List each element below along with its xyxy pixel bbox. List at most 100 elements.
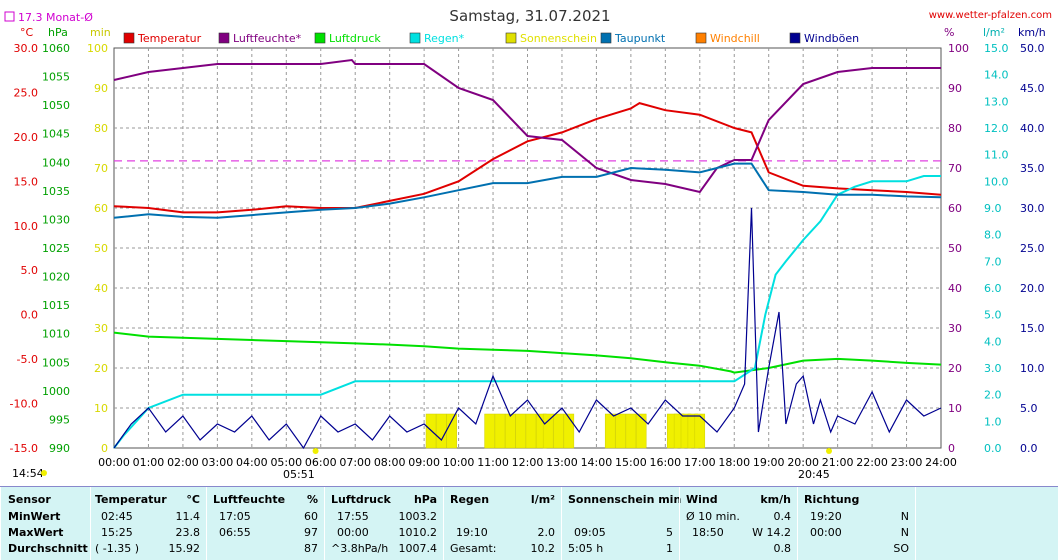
min-tick-label: 30 xyxy=(94,322,108,335)
temp-tick-label: -15.0 xyxy=(10,442,38,455)
row-label-max: MaxWert xyxy=(8,526,64,539)
series-line-regen xyxy=(113,175,941,449)
header-humidity: Luftfeuchte xyxy=(213,493,286,506)
wind-min-value: 0.4 xyxy=(773,510,792,523)
sunshine-bar xyxy=(615,413,626,449)
header-wind-unit: km/h xyxy=(760,493,791,506)
pct-tick-label: 70 xyxy=(948,162,962,175)
press-avg-trend: ^3.8hPa/h xyxy=(331,542,389,555)
series-layer xyxy=(113,58,942,450)
rain-tick-label: 15.0 xyxy=(984,42,1009,55)
temp-avg-delta: ( -1.35 ) xyxy=(95,542,140,555)
rain-tick-label: 7.0 xyxy=(984,255,1002,268)
legend-swatch xyxy=(789,32,801,44)
x-tick-label: 07:00 xyxy=(339,456,371,469)
monthly-avg-icon xyxy=(4,11,15,22)
statistics-table: Sensor MinWert MaxWert Durchschnitt Temp… xyxy=(0,486,1058,560)
rain-total-label: Gesamt: xyxy=(450,542,497,555)
chart-title: Samstag, 31.07.2021 xyxy=(449,7,610,25)
unit-hpa: hPa xyxy=(48,26,68,39)
hpa-tick-label: 1040 xyxy=(42,156,70,169)
press-max-time: 00:00 xyxy=(337,526,369,539)
legend-label: Luftfeuchte* xyxy=(233,32,302,45)
min-tick-label: 60 xyxy=(94,202,108,215)
min-tick-label: 100 xyxy=(87,42,108,55)
hpa-tick-label: 1045 xyxy=(42,128,70,141)
x-tick-label: 20:00 xyxy=(787,456,819,469)
x-tick-label: 22:00 xyxy=(856,456,888,469)
rain-tick-label: 1.0 xyxy=(984,415,1002,428)
temp-max-time: 15:25 xyxy=(101,526,133,539)
x-tick-label: 19:00 xyxy=(753,456,785,469)
legend-swatch xyxy=(218,32,230,44)
unit-percent: % xyxy=(944,26,954,39)
sun-total-hours: 5:05 h xyxy=(568,542,604,555)
col-direction: Richtung 19:20 N 00:00 N SO xyxy=(797,487,915,560)
rain-tick-label: 13.0 xyxy=(984,95,1009,108)
watermark: www.wetter-pfalzen.com xyxy=(929,10,1052,21)
dir-max-value: N xyxy=(900,526,909,539)
pct-tick-label: 40 xyxy=(948,282,962,295)
dir-min-time: 19:20 xyxy=(810,510,842,523)
rain-tick-label: 8.0 xyxy=(984,229,1002,242)
legend-label: Regen* xyxy=(424,32,465,45)
temp-tick-label: 5.0 xyxy=(21,264,39,277)
header-temperature: Temperatur xyxy=(95,493,167,506)
series-line-luftfeuchte xyxy=(113,58,941,194)
x-tick-label: 03:00 xyxy=(202,456,234,469)
col-empty xyxy=(915,487,1058,560)
temp-max-value: 23.8 xyxy=(175,526,201,539)
col-humidity: Luftfeuchte % 17:05 60 06:55 97 87 xyxy=(206,487,324,560)
series-line-temperatur xyxy=(113,102,942,214)
header-rain: Regen xyxy=(450,493,490,506)
monthly-avg-label: 17.3 Monat-Ø xyxy=(18,11,93,24)
rain-tick-label: 6.0 xyxy=(984,282,1002,295)
rain-tick-label: 4.0 xyxy=(984,335,1002,348)
sunshine-bar xyxy=(505,413,516,449)
x-tick-label: 12:00 xyxy=(512,456,544,469)
hum-min-time: 17:05 xyxy=(219,510,251,523)
rain-tick-label: 11.0 xyxy=(984,149,1009,162)
current-time-sun-icon xyxy=(41,470,47,476)
x-tick-label: 17:00 xyxy=(684,456,716,469)
kmh-tick-label: 45.0 xyxy=(1020,82,1045,95)
hpa-tick-label: 995 xyxy=(49,413,70,426)
header-rain-unit: l/m² xyxy=(530,493,555,506)
hpa-tick-label: 1005 xyxy=(42,356,70,369)
sunshine-bar xyxy=(553,413,564,449)
hpa-tick-label: 1020 xyxy=(42,271,70,284)
legend-swatch xyxy=(600,32,612,44)
kmh-tick-label: 10.0 xyxy=(1020,362,1045,375)
dir-max-time: 00:00 xyxy=(810,526,842,539)
header-sensor: Sensor xyxy=(8,493,51,506)
temp-tick-label: 10.0 xyxy=(14,220,39,233)
temp-avg-value: 15.92 xyxy=(168,542,201,555)
legend-label: Taupunkt xyxy=(614,32,666,45)
wind-avg-value: 0.8 xyxy=(773,542,792,555)
sun-max-value: 5 xyxy=(666,526,673,539)
sun-max-time: 09:05 xyxy=(574,526,606,539)
x-tick-label: 10:00 xyxy=(443,456,475,469)
hpa-tick-label: 990 xyxy=(49,442,70,455)
rain-tick-label: 10.0 xyxy=(984,175,1009,188)
temp-tick-label: 0.0 xyxy=(21,309,39,322)
legend-swatch xyxy=(409,32,421,44)
x-tick-label: 21:00 xyxy=(822,456,854,469)
temp-min-value: 11.4 xyxy=(175,510,201,523)
x-tick-label: 15:00 xyxy=(615,456,647,469)
dir-min-value: N xyxy=(900,510,909,523)
sunshine-bar xyxy=(625,413,637,449)
hpa-tick-label: 1000 xyxy=(42,385,70,398)
temp-tick-label: -10.0 xyxy=(10,398,38,411)
hpa-tick-label: 1030 xyxy=(42,213,70,226)
press-min-time: 17:55 xyxy=(337,510,369,523)
hpa-tick-label: 1025 xyxy=(42,242,70,255)
temp-min-time: 02:45 xyxy=(101,510,133,523)
kmh-tick-label: 20.0 xyxy=(1020,282,1045,295)
hum-max-value: 97 xyxy=(304,526,318,539)
temp-tick-label: 30.0 xyxy=(14,42,39,55)
pct-tick-label: 20 xyxy=(948,362,962,375)
press-avg-value: 1007.4 xyxy=(398,542,438,555)
series-line-luftdruck xyxy=(113,331,942,374)
current-time-label: 14:54 xyxy=(12,467,44,480)
